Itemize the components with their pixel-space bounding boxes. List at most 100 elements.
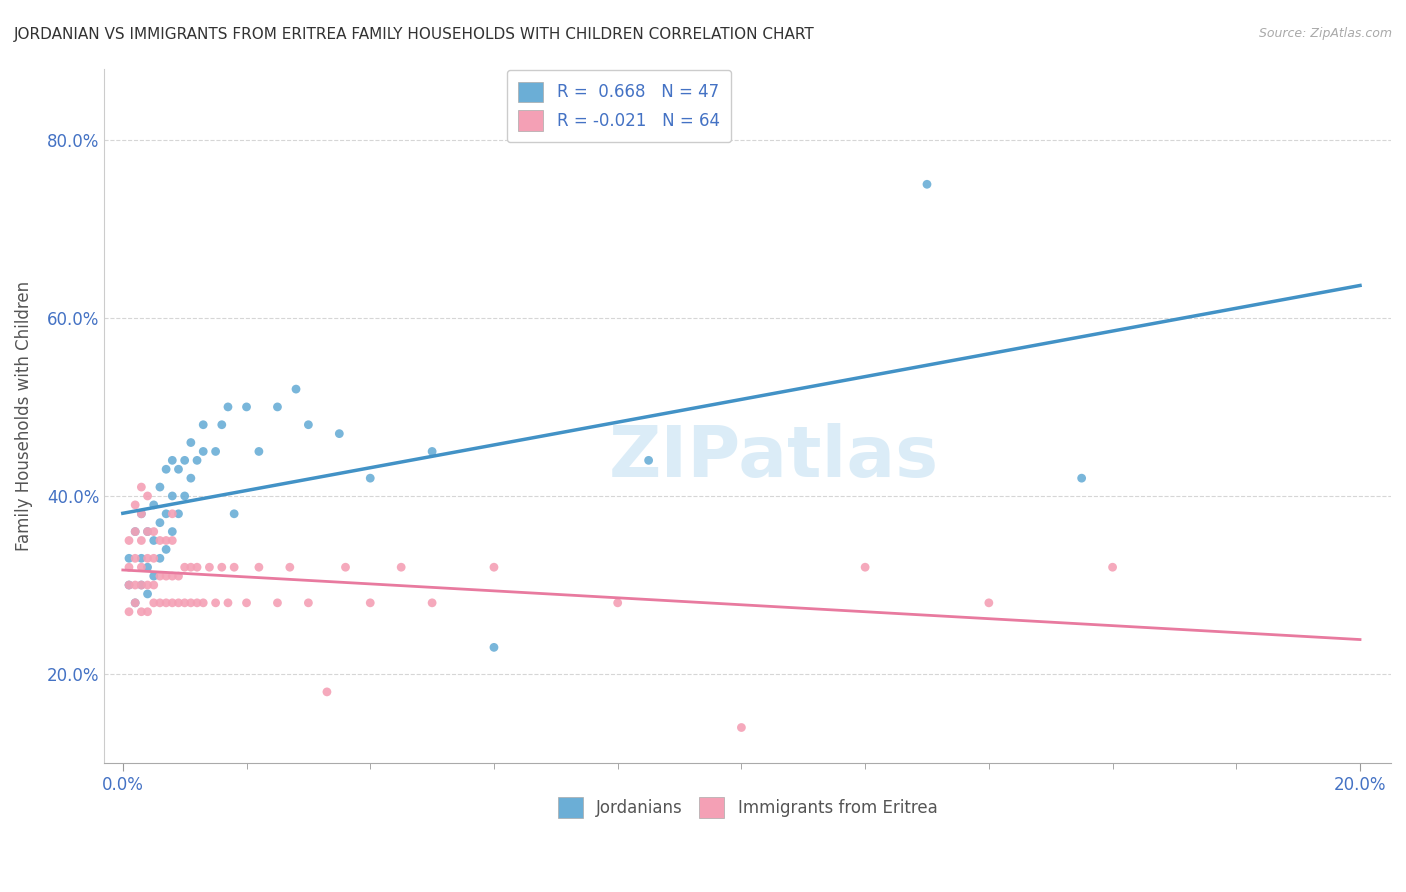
Point <box>482 560 505 574</box>
Point <box>186 453 208 467</box>
Point <box>606 596 628 610</box>
Point <box>131 533 153 548</box>
Point <box>118 560 141 574</box>
Point <box>297 596 319 610</box>
Point <box>162 489 184 503</box>
Point <box>162 569 184 583</box>
Point <box>136 524 159 539</box>
Point <box>167 462 190 476</box>
Point <box>217 400 239 414</box>
Point <box>131 560 153 574</box>
Point <box>124 596 146 610</box>
Point <box>131 507 153 521</box>
Point <box>155 542 177 557</box>
Point <box>124 551 146 566</box>
Point <box>136 578 159 592</box>
Point <box>118 605 141 619</box>
Text: Source: ZipAtlas.com: Source: ZipAtlas.com <box>1258 27 1392 40</box>
Point <box>915 178 938 192</box>
Point <box>149 551 172 566</box>
Point <box>142 533 165 548</box>
Point <box>285 382 308 396</box>
Point <box>136 551 159 566</box>
Text: JORDANIAN VS IMMIGRANTS FROM ERITREA FAMILY HOUSEHOLDS WITH CHILDREN CORRELATION: JORDANIAN VS IMMIGRANTS FROM ERITREA FAM… <box>14 27 815 42</box>
Point <box>155 596 177 610</box>
Point <box>162 524 184 539</box>
Point <box>173 560 195 574</box>
Point <box>155 533 177 548</box>
Point <box>211 560 233 574</box>
Point <box>149 516 172 530</box>
Point <box>131 480 153 494</box>
Point <box>173 453 195 467</box>
Point <box>131 578 153 592</box>
Point <box>162 453 184 467</box>
Point <box>198 560 221 574</box>
Point <box>180 596 202 610</box>
Point <box>162 533 184 548</box>
Point <box>186 560 208 574</box>
Point <box>131 605 153 619</box>
Point <box>224 560 246 574</box>
Point <box>167 569 190 583</box>
Point <box>335 560 357 574</box>
Text: ZIPatlas: ZIPatlas <box>609 423 938 492</box>
Point <box>167 596 190 610</box>
Point <box>193 596 215 610</box>
Point <box>359 596 381 610</box>
Y-axis label: Family Households with Children: Family Households with Children <box>15 281 32 551</box>
Point <box>118 533 141 548</box>
Point <box>247 444 270 458</box>
Point <box>118 551 141 566</box>
Point <box>278 560 301 574</box>
Point <box>131 578 153 592</box>
Point <box>235 400 257 414</box>
Point <box>118 578 141 592</box>
Point <box>420 596 443 610</box>
Point <box>1101 560 1123 574</box>
Point <box>155 507 177 521</box>
Point <box>124 498 146 512</box>
Point <box>204 596 226 610</box>
Point <box>162 507 184 521</box>
Legend: Jordanians, Immigrants from Eritrea: Jordanians, Immigrants from Eritrea <box>551 790 945 824</box>
Point <box>328 426 350 441</box>
Point <box>136 605 159 619</box>
Point <box>180 471 202 485</box>
Point <box>124 596 146 610</box>
Point <box>193 444 215 458</box>
Point <box>186 596 208 610</box>
Point <box>730 721 752 735</box>
Point <box>853 560 876 574</box>
Point <box>297 417 319 432</box>
Point <box>124 524 146 539</box>
Point <box>482 640 505 655</box>
Point <box>131 507 153 521</box>
Point <box>1070 471 1092 485</box>
Point <box>204 444 226 458</box>
Point <box>167 507 190 521</box>
Point <box>149 596 172 610</box>
Point <box>359 471 381 485</box>
Point <box>142 498 165 512</box>
Point <box>142 569 165 583</box>
Point <box>389 560 412 574</box>
Point <box>149 569 172 583</box>
Point <box>131 551 153 566</box>
Point <box>180 560 202 574</box>
Point <box>149 533 172 548</box>
Point <box>124 578 146 592</box>
Point <box>136 489 159 503</box>
Point <box>124 524 146 539</box>
Point <box>420 444 443 458</box>
Point <box>149 480 172 494</box>
Point <box>224 507 246 521</box>
Point <box>977 596 1000 610</box>
Point <box>142 551 165 566</box>
Point <box>193 417 215 432</box>
Point <box>162 596 184 610</box>
Point <box>155 569 177 583</box>
Point <box>180 435 202 450</box>
Point <box>247 560 270 574</box>
Point <box>136 524 159 539</box>
